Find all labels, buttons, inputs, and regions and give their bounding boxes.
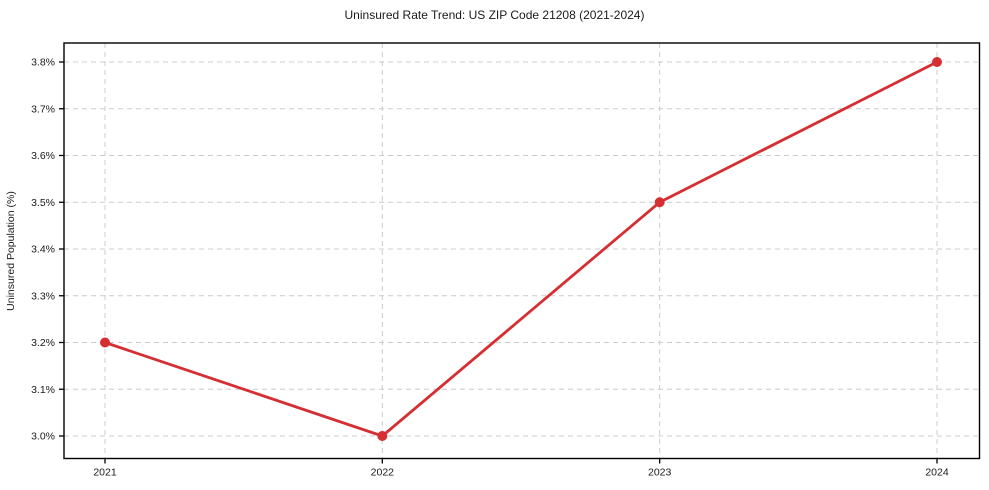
- data-point-marker: [377, 431, 388, 441]
- y-tick-label: 3.5%: [31, 197, 55, 209]
- y-tick-label: 3.6%: [31, 150, 55, 162]
- series-line: [103, 60, 939, 438]
- axis-layer: 3.0% 3.1% 3.2% 3.3% 3.4% 3.5% 3.6% 3.7% 3.8% 2021…: [31, 42, 981, 479]
- chart-title: Uninsured Rate Trend: US ZIP Code 21208 …: [344, 8, 645, 22]
- x-tick-label: 2021: [93, 467, 117, 479]
- grid-layer: [64, 43, 980, 459]
- y-tick-label: 3.7%: [31, 103, 55, 115]
- series-layer: [100, 57, 942, 441]
- y-tick-label: 3.8%: [31, 57, 55, 69]
- x-tick-label: 2022: [371, 467, 395, 479]
- x-tick-label: 2023: [648, 467, 672, 479]
- y-tick-label: 3.4%: [31, 244, 55, 256]
- plot-border: [63, 42, 981, 460]
- data-point-marker: [932, 57, 942, 67]
- x-tick-label: 2024: [925, 467, 949, 479]
- y-tick-label: 3.3%: [31, 290, 55, 302]
- y-tick-label: 3.0%: [31, 431, 55, 443]
- y-tick-label: 3.1%: [31, 384, 55, 396]
- y-axis-label: Uninsured Population (%): [5, 191, 17, 311]
- data-point-marker: [654, 197, 665, 208]
- data-point-marker: [100, 337, 110, 348]
- y-tick-label: 3.2%: [31, 337, 55, 349]
